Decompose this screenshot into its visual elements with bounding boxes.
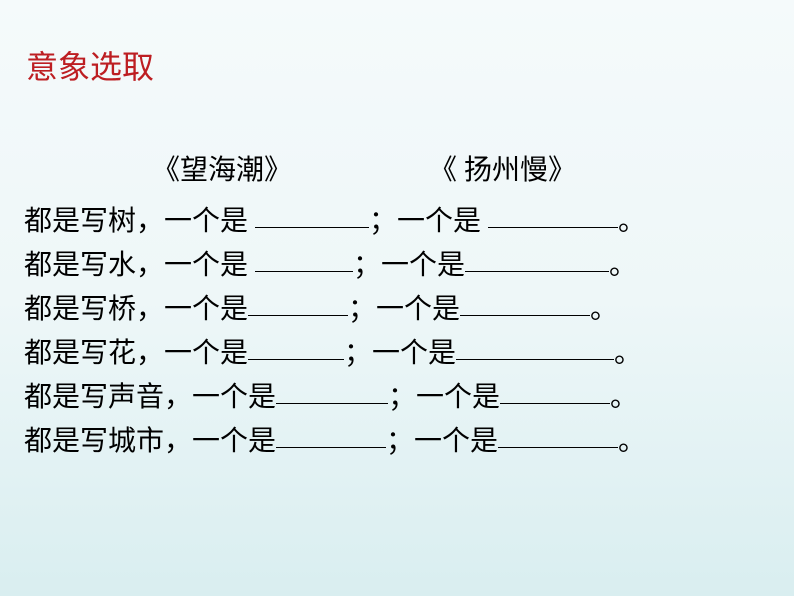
poem2-title: 《 扬州慢》	[429, 148, 576, 188]
comparison-line-1: 都是写树，一个是 ；一个是 。	[24, 200, 764, 244]
line-mid: ；一个是	[344, 338, 456, 369]
blank	[456, 358, 614, 360]
section-title: 意象选取	[26, 42, 154, 88]
comparison-line-5: 都是写声音，一个是 ；一个是 。	[24, 376, 764, 420]
content-block: 《望海潮》 《 扬州慢》 都是写树，一个是 ；一个是 。 都是写水，一个是 ；一…	[24, 148, 764, 464]
comparison-line-4: 都是写花，一个是 ；一个是 。	[24, 332, 764, 376]
line-prefix: 都是写水，一个是	[24, 250, 255, 281]
blank	[498, 446, 618, 448]
poem-header-row: 《望海潮》 《 扬州慢》	[24, 148, 764, 188]
blank	[488, 226, 618, 228]
line-mid: ；一个是	[353, 250, 465, 281]
line-suffix: 。	[618, 206, 646, 237]
blank	[276, 446, 386, 448]
comparison-line-3: 都是写桥，一个是 ；一个是 。	[24, 288, 764, 332]
line-prefix: 都是写桥，一个是	[24, 294, 248, 325]
blank	[276, 402, 388, 404]
blank	[255, 226, 369, 228]
blank	[460, 314, 590, 316]
line-suffix: 。	[609, 250, 637, 281]
line-mid: ；一个是	[369, 206, 488, 237]
blank	[248, 314, 348, 316]
line-suffix: 。	[618, 426, 646, 457]
blank	[465, 270, 609, 272]
line-prefix: 都是写声音，一个是	[24, 382, 276, 413]
line-mid: ；一个是	[388, 382, 500, 413]
comparison-line-6: 都是写城市，一个是 ；一个是 。	[24, 420, 764, 464]
blank	[248, 358, 344, 360]
comparison-line-2: 都是写水，一个是 ；一个是 。	[24, 244, 764, 288]
blank	[255, 270, 353, 272]
poem1-title: 《望海潮》	[152, 148, 292, 188]
line-mid: ；一个是	[386, 426, 498, 457]
line-prefix: 都是写城市，一个是	[24, 426, 276, 457]
line-suffix: 。	[610, 382, 638, 413]
line-suffix: 。	[614, 338, 642, 369]
blank	[500, 402, 610, 404]
line-mid: ；一个是	[348, 294, 460, 325]
line-suffix: 。	[590, 294, 618, 325]
line-prefix: 都是写树，一个是	[24, 206, 255, 237]
line-prefix: 都是写花，一个是	[24, 338, 248, 369]
